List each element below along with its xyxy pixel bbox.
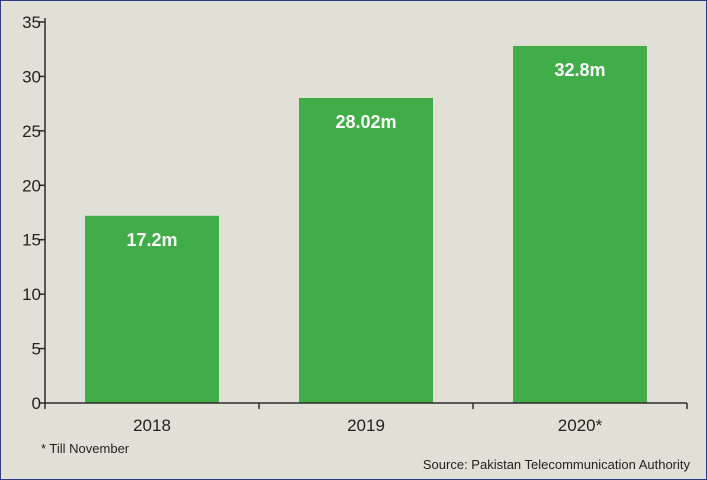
x-category-label: 2018 <box>133 416 171 435</box>
y-tick-label: 25 <box>22 122 41 141</box>
y-tick-label: 10 <box>22 285 41 304</box>
data-label: 28.02m <box>335 112 396 132</box>
source-note: Source: Pakistan Telecommunication Autho… <box>422 457 690 472</box>
labels-layer: 17.2m 28.02m 32.8m <box>126 60 605 250</box>
bar-2020* <box>513 45 647 403</box>
y-tick-label: 35 <box>22 13 41 32</box>
footnote: * Till November <box>41 441 130 456</box>
y-tick-label: 15 <box>22 231 41 250</box>
y-tick-label: 30 <box>22 67 41 86</box>
bar-2019 <box>299 97 433 403</box>
x-category-label: 2020* <box>558 416 603 435</box>
y-tick-label: 5 <box>32 340 41 359</box>
x-category-label: 2019 <box>347 416 385 435</box>
bars-layer <box>85 45 647 403</box>
bar-2018 <box>85 215 219 403</box>
data-label: 17.2m <box>126 230 177 250</box>
data-label: 32.8m <box>554 60 605 80</box>
axis-layer: 0 5 10 15 20 25 30 35 2018 2019 2020* <box>22 13 688 435</box>
y-tick-label: 20 <box>22 176 41 195</box>
y-tick-label: 0 <box>32 394 41 413</box>
